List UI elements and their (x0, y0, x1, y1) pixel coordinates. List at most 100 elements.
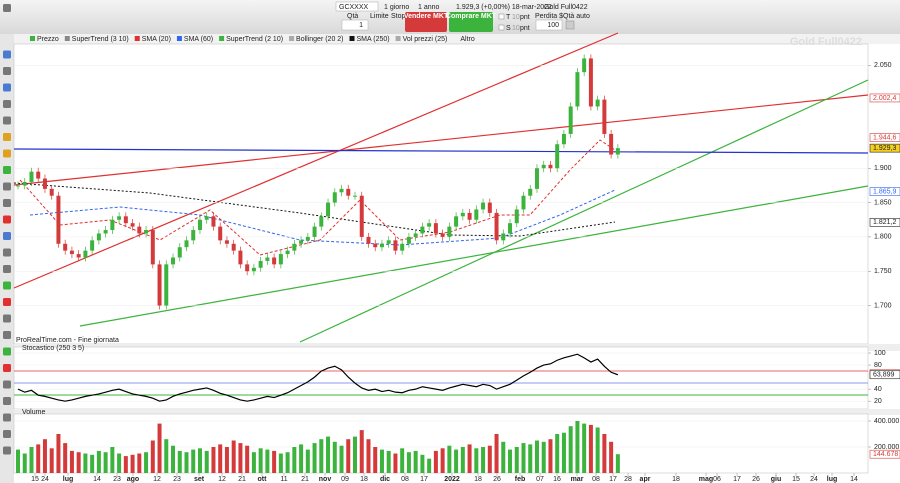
x-tick-label: 23 (113, 476, 121, 483)
candle (413, 233, 418, 237)
indicator-label[interactable]: Prezzo (37, 36, 59, 43)
tool-icon[interactable] (3, 364, 11, 372)
stop[interactable]: Stop (391, 13, 406, 20)
candle (447, 226, 452, 237)
x-tick-label: 26 (752, 476, 760, 483)
sell-bg[interactable] (405, 12, 447, 32)
tool-icon[interactable] (3, 67, 11, 75)
tool-icon[interactable] (3, 331, 11, 339)
legend-swatch[interactable] (30, 36, 35, 41)
indicator-label[interactable]: SMA (20) (142, 36, 171, 43)
volume-bar (332, 441, 337, 473)
tool-icon[interactable] (3, 83, 11, 92)
volume-bar (130, 454, 135, 473)
loss-value[interactable]: 100 (547, 22, 559, 29)
tool-icon[interactable] (3, 298, 11, 306)
volume-bar (481, 447, 486, 473)
candle (561, 133, 566, 145)
y-tick-label: 20 (874, 398, 882, 405)
indicator-label[interactable]: Bollinger (20 2) (296, 36, 343, 43)
volume-bar (299, 444, 304, 473)
s-points[interactable]: 10 (512, 25, 520, 32)
t-points[interactable]: 10 (512, 14, 520, 21)
volume-title: Volume (22, 409, 45, 416)
candle (528, 188, 533, 196)
volume-bar (36, 444, 41, 473)
buy-label[interactable]: Comprare MKT (446, 13, 497, 20)
y-tick-label: 100 (874, 350, 886, 357)
volume-bar (406, 452, 411, 473)
tool-icon[interactable] (3, 413, 11, 422)
volume-bar (447, 445, 452, 473)
tool-icon[interactable] (3, 430, 11, 438)
legend-swatch[interactable] (289, 36, 295, 41)
contract: Gold Full0422 (544, 4, 588, 11)
buy-bg[interactable] (449, 12, 493, 32)
tool-icon[interactable] (3, 215, 11, 224)
tool-icon[interactable] (3, 50, 11, 59)
instrument[interactable]: GCXXXX (339, 4, 369, 11)
legend-swatch[interactable] (349, 36, 355, 41)
x-tick-label: 17 (733, 476, 741, 483)
qty-box[interactable] (341, 19, 369, 31)
tool-icon[interactable] (3, 149, 11, 158)
checkbox[interactable] (498, 13, 505, 20)
y-tick-label: 1.900 (874, 165, 892, 172)
legend-swatch[interactable] (64, 36, 70, 41)
indicator-label[interactable]: Vol prezzi (25) (403, 36, 448, 43)
x-tick-label: 21 (238, 476, 246, 483)
candle (467, 212, 472, 220)
volume-bar (110, 447, 115, 473)
indicator-label[interactable]: SuperTrend (3 10) (72, 36, 129, 43)
buy-button[interactable]: Comprare MKT (446, 12, 497, 32)
tool-icon[interactable] (3, 265, 11, 273)
volume-bar (265, 449, 270, 473)
limit[interactable]: Limite (370, 13, 389, 20)
period[interactable]: 1 giorno (384, 4, 409, 11)
qty[interactable]: 1 (359, 22, 363, 29)
candle (224, 240, 229, 244)
tool-icon[interactable] (3, 116, 11, 125)
loss-box[interactable] (535, 19, 563, 31)
qty-label: Qtà (347, 13, 358, 20)
tool-icon[interactable] (3, 347, 11, 356)
tool-icon[interactable] (3, 166, 11, 174)
x-tick-label: feb (515, 476, 526, 483)
auto-toggle[interactable] (565, 20, 575, 30)
sell-label[interactable]: Vendere MKT (404, 13, 449, 20)
indicator-label[interactable]: SMA (60) (184, 36, 213, 43)
tool-icon[interactable] (3, 100, 11, 108)
tool-icon[interactable] (3, 397, 11, 405)
tool-icon[interactable] (3, 232, 11, 240)
tool-icon[interactable] (3, 281, 11, 290)
legend-swatch[interactable] (219, 36, 225, 41)
indicator-label[interactable]: SuperTrend (2 10) (226, 36, 283, 43)
tool-icon[interactable] (3, 380, 11, 389)
candle (292, 243, 297, 251)
tool-icon[interactable] (3, 248, 11, 257)
instrument-box[interactable] (335, 1, 379, 12)
legend-swatch[interactable] (134, 36, 140, 41)
tool-icon[interactable] (3, 314, 11, 323)
stoch-panel (13, 346, 869, 410)
range[interactable]: 1 anno (418, 4, 440, 11)
legend-swatch[interactable] (176, 36, 182, 41)
candle (487, 202, 492, 213)
tool-icon[interactable] (3, 446, 11, 455)
volume-bar (76, 452, 81, 473)
checkbox[interactable] (498, 24, 505, 31)
indicator-label[interactable]: SMA (250) (357, 36, 390, 43)
candle (197, 219, 202, 231)
volume-bar (177, 450, 182, 473)
indicator-label[interactable]: Altro (460, 36, 475, 43)
x-tick-label: 17 (420, 476, 428, 483)
tool-icon[interactable] (3, 182, 11, 191)
legend-swatch[interactable] (395, 36, 401, 41)
tool-icon[interactable] (3, 4, 11, 12)
candle (386, 240, 391, 244)
tool-icon[interactable] (3, 199, 11, 207)
sell-button[interactable]: Vendere MKT (404, 12, 449, 32)
candle (366, 236, 371, 244)
price-badge-label: 144.678 (873, 451, 898, 458)
tool-icon[interactable] (3, 133, 11, 141)
